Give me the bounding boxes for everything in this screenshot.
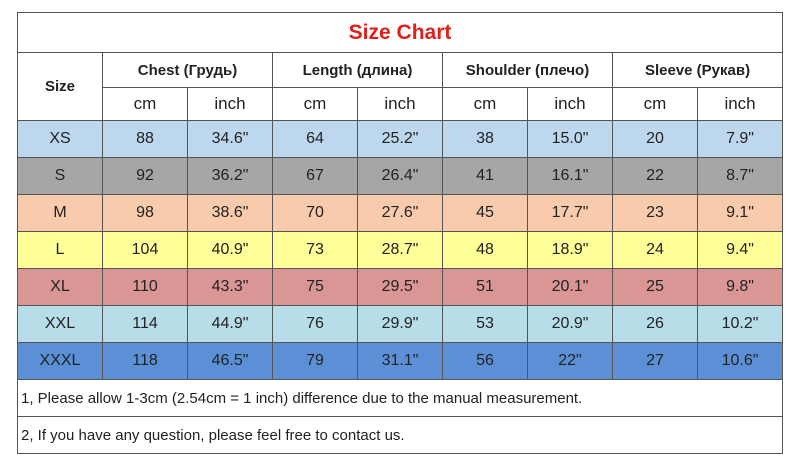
measurement: 104 [102,231,188,269]
measurement: 44.9" [187,305,273,343]
measurement: 41 [442,157,528,195]
measurement: 27.6" [357,194,443,232]
measurement: 9.4" [696,231,784,269]
group-header: Chest (Грудь) [102,52,273,88]
unit-header: cm [272,87,358,121]
measurement: 51 [442,268,528,306]
note-row: 2, If you have any question, please feel… [16,416,784,454]
measurement: 45 [442,194,528,232]
unit-header: cm [612,87,698,121]
measurement: 15.0" [527,120,613,158]
unit-header: inch [357,87,443,121]
measurement: 26.4" [357,157,443,195]
measurement: 46.5" [187,342,273,380]
measurement: 25.2" [357,120,443,158]
measurement: 29.9" [357,305,443,343]
measurement: 23 [612,194,698,232]
measurement: 48 [442,231,528,269]
size-label: S [17,157,103,195]
measurement: 34.6" [187,120,273,158]
measurement: 38 [442,120,528,158]
title: Size Chart [16,12,784,53]
measurement: 38.6" [187,194,273,232]
note: 2, If you have any question, please feel… [16,416,784,454]
size-label: M [17,194,103,232]
measurement: 64 [272,120,358,158]
unit-header: inch [527,87,613,121]
measurement: 98 [102,194,188,232]
measurement: 24 [612,231,698,269]
size-row: L 104 40.9" 73 28.7" 48 18.9" 24 9.4" [17,231,784,269]
group-header: Sleeve (Рукав) [611,52,784,88]
size-row: XS 88 34.6" 64 25.2" 38 15.0" 20 7.9" [17,120,784,158]
group-header: Shoulder (плечо) [442,52,613,88]
size-row: XXL 114 44.9" 76 29.9" 53 20.9" 26 10.2" [17,305,784,343]
measurement: 75 [272,268,358,306]
measurement: 70 [272,194,358,232]
measurement: 28.7" [357,231,443,269]
measurement: 17.7" [527,194,613,232]
measurement: 22" [527,342,613,380]
size-label: L [17,231,103,269]
measurement: 22 [612,157,698,195]
size-header: Size [17,52,103,121]
size-row: XL 110 43.3" 75 29.5" 51 20.1" 25 9.8" [17,268,784,306]
size-chart: Size Chart Size Chest (Грудь) Length (длин… [16,12,784,454]
note-row: 1, Please allow 1-3cm (2.54cm = 1 inch) … [16,379,784,417]
measurement: 10.2" [696,305,784,343]
measurement: 10.6" [696,342,784,380]
measurement: 20.9" [527,305,613,343]
size-label: XL [17,268,103,306]
measurement: 7.9" [696,120,784,158]
unit-header: cm [442,87,528,121]
measurement: 110 [102,268,188,306]
measurement: 43.3" [187,268,273,306]
measurement: 92 [102,157,188,195]
measurement: 31.1" [357,342,443,380]
measurement: 20.1" [527,268,613,306]
measurement: 16.1" [527,157,613,195]
measurement: 76 [272,305,358,343]
measurement: 118 [102,342,188,380]
unit-header: inch [696,87,784,121]
measurement: 20 [612,120,698,158]
group-header: Length (длина) [272,52,443,88]
measurement: 36.2" [187,157,273,195]
measurement: 8.7" [696,157,784,195]
size-row: XXXL 118 46.5" 79 31.1" 56 22" 27 10.6" [17,342,784,380]
measurement: 29.5" [357,268,443,306]
measurement: 40.9" [187,231,273,269]
measurement: 114 [102,305,188,343]
measurement: 9.1" [696,194,784,232]
title-row: Size Chart [16,12,784,53]
measurement: 67 [272,157,358,195]
measurement: 56 [442,342,528,380]
size-label: XS [17,120,103,158]
measurement: 25 [612,268,698,306]
measurement: 53 [442,305,528,343]
table-body: Size Chart Size Chest (Грудь) Length (длин… [16,12,784,454]
measurement: 27 [612,342,698,380]
measurement: 9.8" [696,268,784,306]
size-row: M 98 38.6" 70 27.6" 45 17.7" 23 9.1" [17,194,784,232]
measurement: 26 [612,305,698,343]
unit-header: inch [187,87,273,121]
size-label: XXXL [17,342,103,380]
measurement: 18.9" [527,231,613,269]
measurement: 79 [272,342,358,380]
size-row: S 92 36.2" 67 26.4" 41 16.1" 22 8.7" [17,157,784,195]
header-row: Size Chest (Грудь) Length (длина) Shoulder … [17,52,784,121]
measurement: 88 [102,120,188,158]
note: 1, Please allow 1-3cm (2.54cm = 1 inch) … [16,379,784,417]
measurement: 73 [272,231,358,269]
unit-header: cm [102,87,188,121]
unit-row: cm inch cm inch cm inch cm inch [18,87,784,121]
size-label: XXL [17,305,103,343]
